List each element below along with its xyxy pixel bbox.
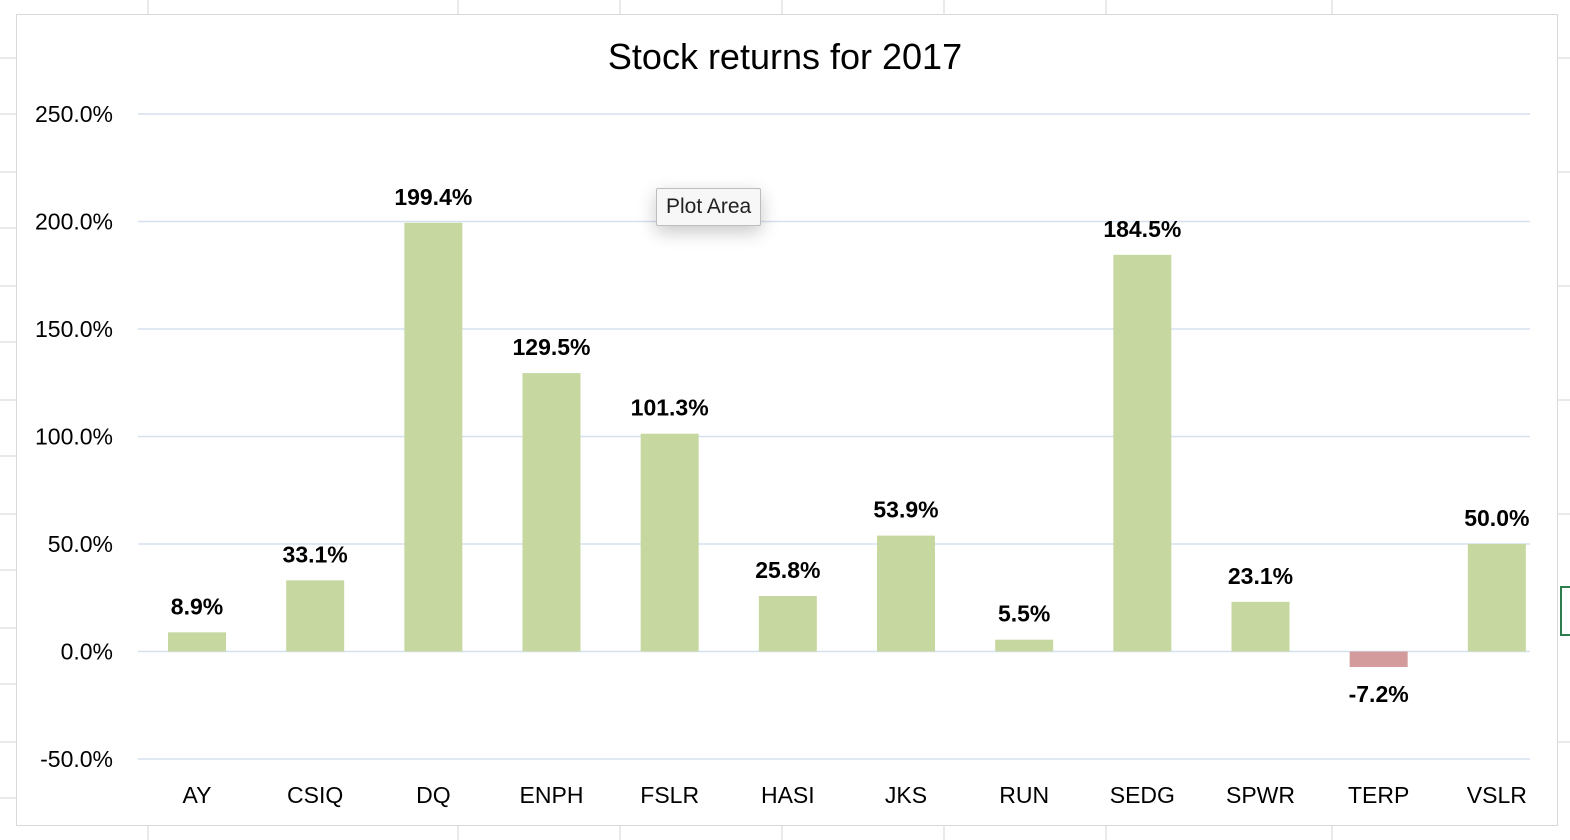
x-tick-label: SPWR bbox=[1226, 782, 1295, 808]
x-tick-label: DQ bbox=[416, 782, 451, 808]
bar-terp[interactable] bbox=[1349, 651, 1408, 667]
data-label: 184.5% bbox=[1103, 216, 1181, 242]
data-label: 199.4% bbox=[394, 184, 472, 210]
data-label: 129.5% bbox=[512, 334, 590, 360]
y-tick-label: 50.0% bbox=[48, 531, 113, 557]
y-tick-label: 250.0% bbox=[35, 101, 113, 127]
plot-area-tooltip: Plot Area bbox=[656, 188, 762, 226]
data-label: 23.1% bbox=[1228, 563, 1293, 589]
bar-run[interactable] bbox=[995, 639, 1054, 652]
bar-csiq[interactable] bbox=[286, 580, 345, 652]
bar-vslr[interactable] bbox=[1467, 544, 1526, 652]
y-tick-label: 150.0% bbox=[35, 316, 113, 342]
x-tick-label: JKS bbox=[885, 782, 927, 808]
y-tick-label: 100.0% bbox=[35, 424, 113, 450]
bar-hasi[interactable] bbox=[758, 596, 817, 652]
bar-spwr[interactable] bbox=[1231, 601, 1290, 652]
chart-title: Stock returns for 2017 bbox=[607, 36, 963, 77]
data-label: 53.9% bbox=[873, 497, 938, 523]
bar-fslr[interactable] bbox=[640, 433, 699, 652]
data-label: 25.8% bbox=[755, 557, 820, 583]
data-label: 101.3% bbox=[631, 395, 709, 421]
bar-enph[interactable] bbox=[522, 373, 581, 652]
x-tick-label: SEDG bbox=[1110, 782, 1175, 808]
data-label: 5.5% bbox=[998, 601, 1050, 627]
bar-dq[interactable] bbox=[404, 222, 463, 652]
data-label: 50.0% bbox=[1464, 505, 1529, 531]
x-tick-label: VSLR bbox=[1467, 782, 1527, 808]
y-tick-label: 200.0% bbox=[35, 209, 113, 235]
x-tick-label: RUN bbox=[999, 782, 1049, 808]
chart-frame[interactable] bbox=[16, 14, 1558, 826]
y-tick-label: 0.0% bbox=[61, 639, 113, 665]
x-tick-label: ENPH bbox=[520, 782, 584, 808]
data-label: 33.1% bbox=[283, 541, 348, 567]
x-tick-label: FSLR bbox=[640, 782, 699, 808]
x-tick-label: TERP bbox=[1348, 782, 1409, 808]
data-label: -7.2% bbox=[1349, 681, 1409, 707]
x-tick-label: CSIQ bbox=[287, 782, 343, 808]
y-tick-label: -50.0% bbox=[40, 746, 113, 772]
bar-ay[interactable] bbox=[168, 632, 226, 652]
x-tick-label: AY bbox=[183, 782, 212, 808]
bar-jks[interactable] bbox=[877, 535, 935, 652]
x-tick-label: HASI bbox=[761, 782, 815, 808]
data-label: 8.9% bbox=[171, 593, 223, 619]
bar-sedg[interactable] bbox=[1113, 254, 1172, 652]
selection-handle[interactable] bbox=[1560, 586, 1570, 636]
